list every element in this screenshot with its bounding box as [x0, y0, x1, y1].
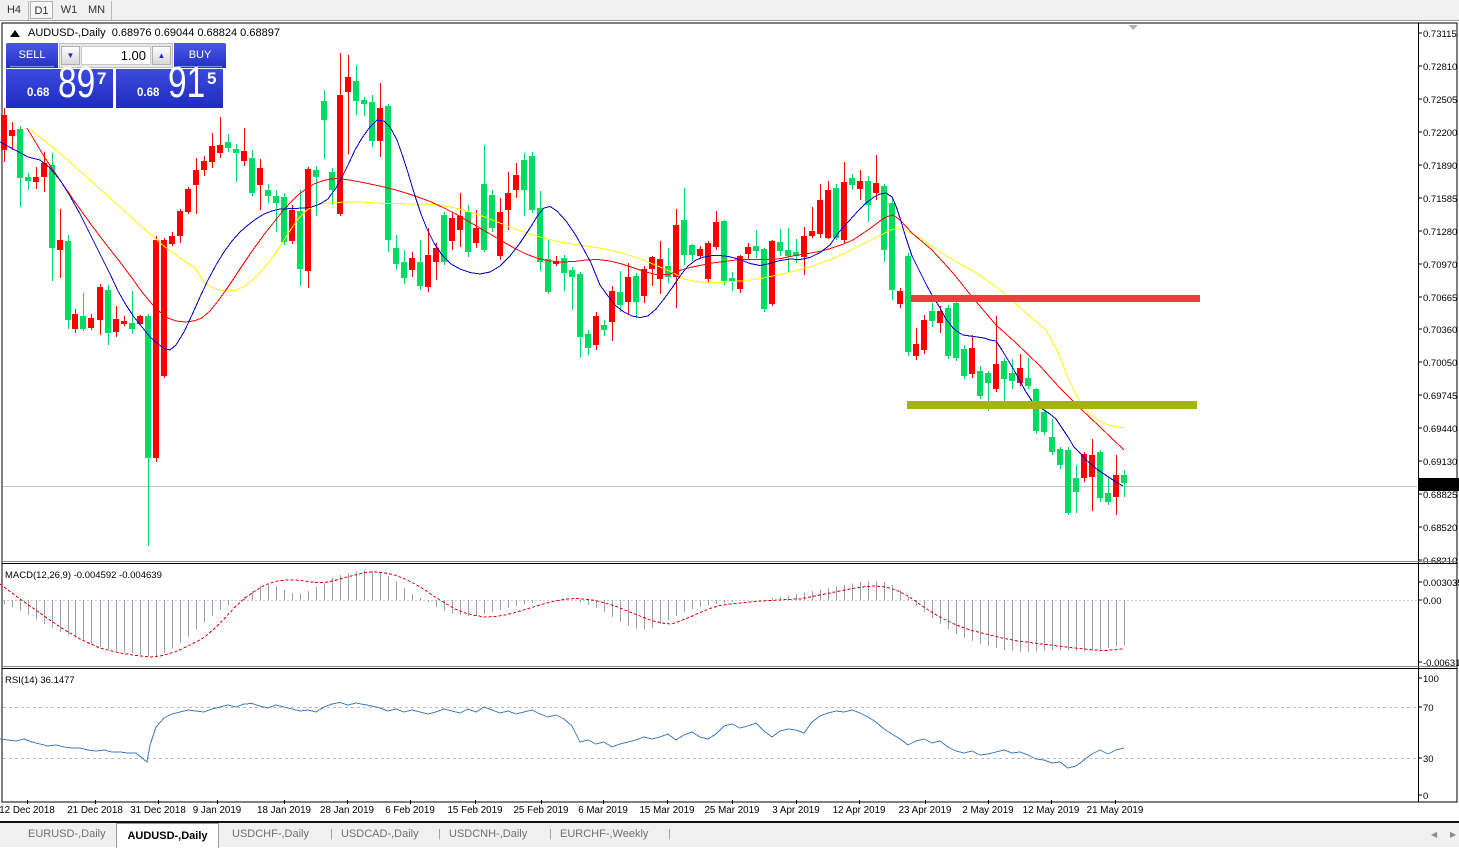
svg-text:18 Jan 2019: 18 Jan 2019 [257, 805, 311, 816]
svg-text:30: 30 [1423, 754, 1434, 765]
svg-text:0: 0 [1423, 791, 1428, 802]
svg-text:15 Feb 2019: 15 Feb 2019 [447, 805, 502, 816]
svg-text:12 Apr 2019: 12 Apr 2019 [833, 805, 886, 816]
svg-text:23 Apr 2019: 23 Apr 2019 [899, 805, 952, 816]
svg-text:0.72200: 0.72200 [1423, 128, 1457, 139]
svg-text:21 Dec 2018: 21 Dec 2018 [67, 805, 123, 816]
svg-text:0.71585: 0.71585 [1423, 194, 1457, 205]
svg-text:0.68520: 0.68520 [1423, 523, 1457, 534]
svg-text:9 Jan 2019: 9 Jan 2019 [193, 805, 241, 816]
svg-text:28 Jan 2019: 28 Jan 2019 [320, 805, 374, 816]
svg-text:31 Dec 2018: 31 Dec 2018 [130, 805, 186, 816]
svg-text:3 Apr 2019: 3 Apr 2019 [772, 805, 819, 816]
svg-text:21 May 2019: 21 May 2019 [1087, 805, 1144, 816]
svg-text:12 May 2019: 12 May 2019 [1023, 805, 1080, 816]
svg-text:0.69440: 0.69440 [1423, 424, 1457, 435]
svg-text:6 Mar 2019: 6 Mar 2019 [578, 805, 628, 816]
svg-text:0.72810: 0.72810 [1423, 62, 1457, 73]
svg-text:2 May 2019: 2 May 2019 [962, 805, 1013, 816]
svg-text:70: 70 [1423, 703, 1434, 714]
svg-text:25 Mar 2019: 25 Mar 2019 [704, 805, 759, 816]
svg-text:0.00: 0.00 [1423, 596, 1442, 607]
svg-text:15 Mar 2019: 15 Mar 2019 [639, 805, 694, 816]
svg-text:0.003035: 0.003035 [1423, 578, 1459, 589]
svg-text:0.70970: 0.70970 [1423, 260, 1457, 271]
svg-text:100: 100 [1423, 674, 1439, 685]
svg-text:0.70050: 0.70050 [1423, 358, 1457, 369]
svg-text:RSI(14) 36.1477: RSI(14) 36.1477 [5, 675, 75, 686]
svg-text:25 Feb 2019: 25 Feb 2019 [513, 805, 568, 816]
svg-text:0.69745: 0.69745 [1423, 391, 1457, 402]
svg-text:MACD(12,26,9) -0.004592 -0.004: MACD(12,26,9) -0.004592 -0.004639 [5, 570, 162, 581]
svg-text:0.70665: 0.70665 [1423, 293, 1457, 304]
svg-text:-0.00631: -0.00631 [1423, 658, 1459, 669]
svg-text:0.70360: 0.70360 [1423, 325, 1457, 336]
svg-text:0.73115: 0.73115 [1423, 29, 1457, 40]
svg-text:6 Feb 2019: 6 Feb 2019 [385, 805, 435, 816]
svg-text:12 Dec 2018: 12 Dec 2018 [0, 805, 55, 816]
svg-text:0.71280: 0.71280 [1423, 227, 1457, 238]
svg-text:0.69130: 0.69130 [1423, 457, 1457, 468]
svg-text:0.71890: 0.71890 [1423, 161, 1457, 172]
svg-text:0.68825: 0.68825 [1423, 490, 1457, 501]
svg-text:0.72505: 0.72505 [1423, 95, 1457, 106]
svg-text:0.68897: 0.68897 [1421, 480, 1455, 491]
